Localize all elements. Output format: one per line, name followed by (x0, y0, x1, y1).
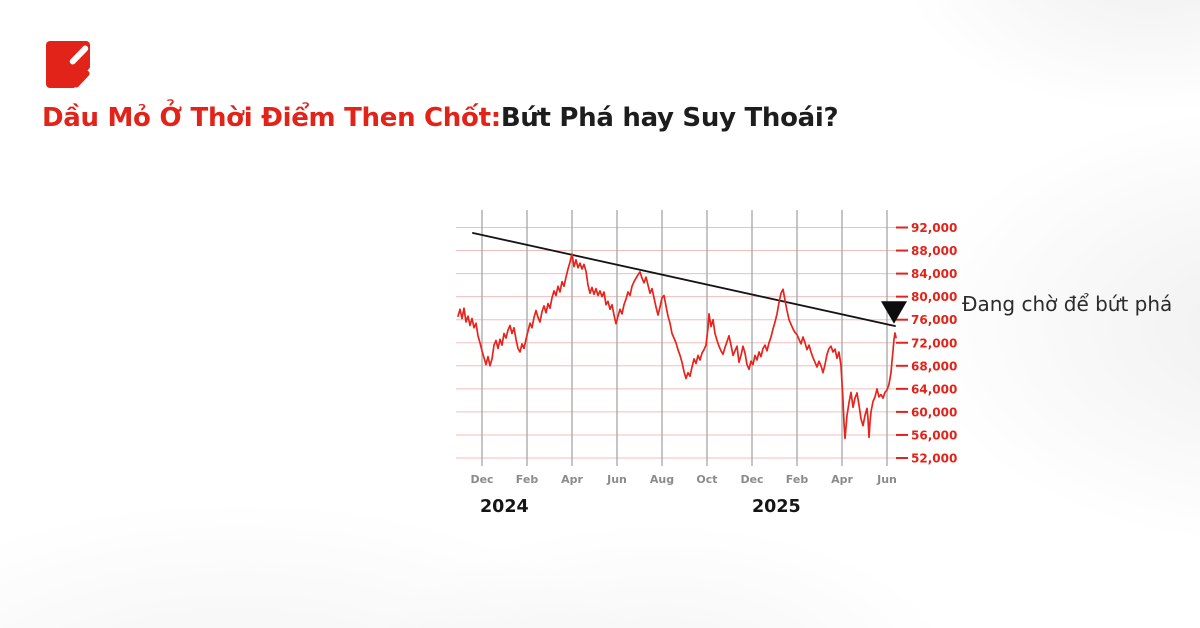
year-label: 2024 (480, 497, 529, 517)
month-label: Apr (561, 473, 583, 486)
y-gridlines: 92,000 88,000 84,000 80,000 76,000 72,000 68,0… (456, 221, 957, 466)
month-label: Dec (470, 473, 493, 486)
month-label: Aug (650, 473, 674, 486)
y-tick-label: 68,000 (911, 359, 957, 373)
breakout-annotation: Đang chờ để bứt phá (962, 292, 1173, 316)
month-label: Jun (876, 473, 897, 486)
brand-logo-icon (46, 41, 96, 93)
month-label: Jun (606, 473, 627, 486)
x-gridlines: Dec Feb Apr Jun Aug Oct Dec Feb Apr Jun 2024 2025 (470, 210, 897, 517)
y-tick-label: 88,000 (911, 244, 957, 258)
y-tick-label: 60,000 (911, 405, 957, 419)
page-title-accent: Dầu Mỏ Ở Thời Điểm Then Chốt: (42, 103, 501, 133)
y-tick-label: 72,000 (911, 336, 957, 350)
resistance-trendline (472, 232, 896, 327)
y-tick-label: 80,000 (911, 290, 957, 304)
y-tick-label: 84,000 (911, 267, 957, 281)
year-label: 2025 (752, 497, 801, 517)
page-title-rest: Bứt Phá hay Suy Thoái? (500, 103, 839, 133)
breakout-triangle-marker (881, 301, 907, 324)
month-label: Dec (740, 473, 763, 486)
y-tick-label: 52,000 (911, 452, 957, 466)
y-tick-label: 76,000 (911, 313, 957, 327)
month-label: Apr (831, 473, 853, 486)
y-tick-label: 92,000 (911, 221, 957, 235)
price-line-oil-price (457, 253, 897, 440)
oil-price-chart: 92,000 88,000 84,000 80,000 76,000 72,000 68,0… (456, 210, 957, 517)
page-title: Dầu Mỏ Ở Thời Điểm Then Chốt:Bứt Phá hay… (42, 103, 839, 133)
month-label: Oct (696, 473, 717, 486)
month-label: Feb (786, 473, 809, 486)
y-tick-label: 56,000 (911, 428, 957, 442)
y-tick-label: 64,000 (911, 382, 957, 396)
month-label: Feb (516, 473, 539, 486)
